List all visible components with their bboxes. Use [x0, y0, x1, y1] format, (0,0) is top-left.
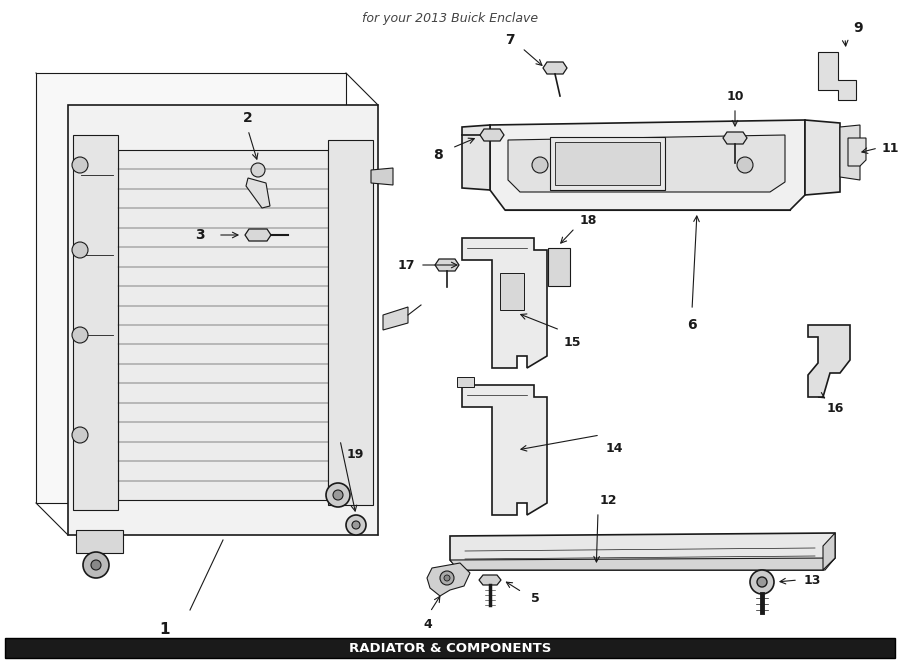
Circle shape	[326, 483, 350, 507]
Polygon shape	[548, 248, 570, 286]
Circle shape	[72, 327, 88, 343]
Circle shape	[72, 157, 88, 173]
Polygon shape	[246, 178, 270, 208]
Polygon shape	[5, 638, 895, 658]
Text: 12: 12	[599, 493, 616, 506]
Polygon shape	[543, 62, 567, 74]
Text: 2: 2	[243, 111, 253, 125]
Text: 17: 17	[397, 258, 415, 271]
Text: 3: 3	[195, 228, 205, 242]
Text: 7: 7	[505, 33, 515, 47]
Text: 4: 4	[424, 618, 432, 632]
Circle shape	[72, 242, 88, 258]
Polygon shape	[805, 120, 840, 195]
Text: RADIATOR & COMPONENTS: RADIATOR & COMPONENTS	[349, 641, 551, 655]
Circle shape	[440, 571, 454, 585]
Polygon shape	[450, 533, 835, 570]
Polygon shape	[500, 273, 524, 310]
Polygon shape	[823, 533, 835, 570]
Text: 11: 11	[881, 142, 899, 154]
Polygon shape	[480, 129, 504, 141]
Circle shape	[352, 521, 360, 529]
Circle shape	[737, 157, 753, 173]
Text: 10: 10	[726, 89, 743, 103]
Text: for your 2013 Buick Enclave: for your 2013 Buick Enclave	[362, 11, 538, 24]
Polygon shape	[36, 73, 346, 503]
Polygon shape	[450, 558, 835, 570]
Circle shape	[91, 560, 101, 570]
Polygon shape	[848, 138, 866, 166]
Text: 13: 13	[804, 573, 821, 587]
Polygon shape	[462, 125, 490, 190]
Text: 15: 15	[563, 336, 580, 348]
Polygon shape	[68, 105, 378, 535]
Circle shape	[444, 575, 450, 581]
Text: 5: 5	[531, 592, 539, 604]
Circle shape	[83, 552, 109, 578]
Polygon shape	[479, 575, 501, 585]
Text: 19: 19	[346, 448, 364, 461]
Polygon shape	[73, 135, 118, 510]
Polygon shape	[550, 137, 665, 190]
Polygon shape	[818, 52, 856, 100]
Circle shape	[637, 157, 653, 173]
Polygon shape	[245, 229, 271, 241]
Polygon shape	[118, 150, 328, 500]
Polygon shape	[462, 238, 547, 368]
Polygon shape	[328, 140, 373, 505]
Text: 14: 14	[605, 442, 623, 455]
Circle shape	[333, 490, 343, 500]
Text: 8: 8	[433, 148, 443, 162]
Polygon shape	[840, 125, 860, 180]
Text: 9: 9	[853, 21, 863, 35]
Polygon shape	[508, 135, 785, 192]
Circle shape	[251, 163, 265, 177]
Text: 1: 1	[160, 622, 170, 638]
Polygon shape	[371, 168, 393, 185]
Polygon shape	[555, 142, 660, 185]
Text: 18: 18	[580, 214, 597, 226]
Polygon shape	[808, 325, 850, 397]
Polygon shape	[383, 307, 408, 330]
Polygon shape	[76, 530, 123, 553]
Text: 16: 16	[826, 401, 843, 414]
Polygon shape	[457, 377, 474, 387]
Circle shape	[532, 157, 548, 173]
Polygon shape	[435, 259, 459, 271]
Polygon shape	[427, 563, 470, 596]
Text: 6: 6	[688, 318, 697, 332]
Polygon shape	[723, 132, 747, 144]
Polygon shape	[462, 385, 547, 515]
Circle shape	[750, 570, 774, 594]
Circle shape	[72, 427, 88, 443]
Circle shape	[757, 577, 767, 587]
Circle shape	[346, 515, 366, 535]
Polygon shape	[490, 120, 805, 210]
